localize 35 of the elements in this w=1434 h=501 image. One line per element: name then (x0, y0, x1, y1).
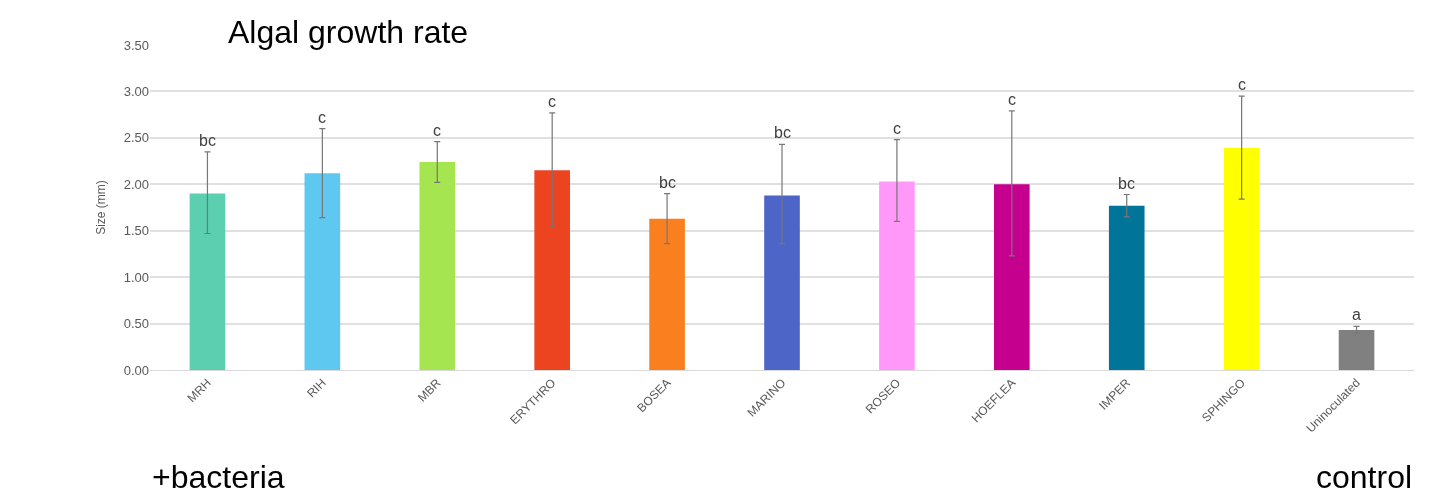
bar (879, 181, 915, 370)
y-tick-label: 3.00 (123, 83, 149, 99)
y-tick-label: 1.00 (123, 269, 149, 285)
annotation: bc (659, 174, 676, 191)
bar (304, 173, 341, 370)
annotation: c (893, 120, 901, 137)
bar (534, 170, 570, 370)
bar (994, 184, 1030, 370)
annotation: c (548, 93, 556, 110)
annotation: bc (199, 132, 216, 149)
y-tick-label: 0.00 (123, 362, 149, 378)
chart-title: Algal growth rate (228, 14, 469, 50)
bar (649, 218, 685, 370)
y-tick-label: 3.50 (123, 37, 149, 53)
bar (419, 162, 456, 370)
y-tick-label: 0.50 (123, 316, 149, 332)
x-tick-label: RIH (304, 375, 329, 401)
text: +bacteria (152, 459, 285, 495)
y-axis-title: Size (mm) (93, 180, 108, 235)
annotation: bc (1118, 175, 1135, 192)
text: control (1316, 459, 1413, 495)
annotation: c (433, 122, 441, 139)
annotation: bc (774, 124, 791, 141)
bar (1223, 148, 1260, 370)
bar (764, 195, 800, 370)
y-tick-label: 2.50 (123, 130, 149, 146)
bar (1338, 330, 1375, 370)
annotation: c (1008, 91, 1016, 108)
y-tick-label: 1.50 (123, 223, 149, 239)
bar (189, 193, 226, 370)
annotation: a (1352, 306, 1361, 323)
y-tick-label: 2.00 (123, 176, 149, 192)
annotation: c (318, 109, 326, 126)
annotation: c (1238, 76, 1246, 93)
bar (1108, 205, 1145, 370)
